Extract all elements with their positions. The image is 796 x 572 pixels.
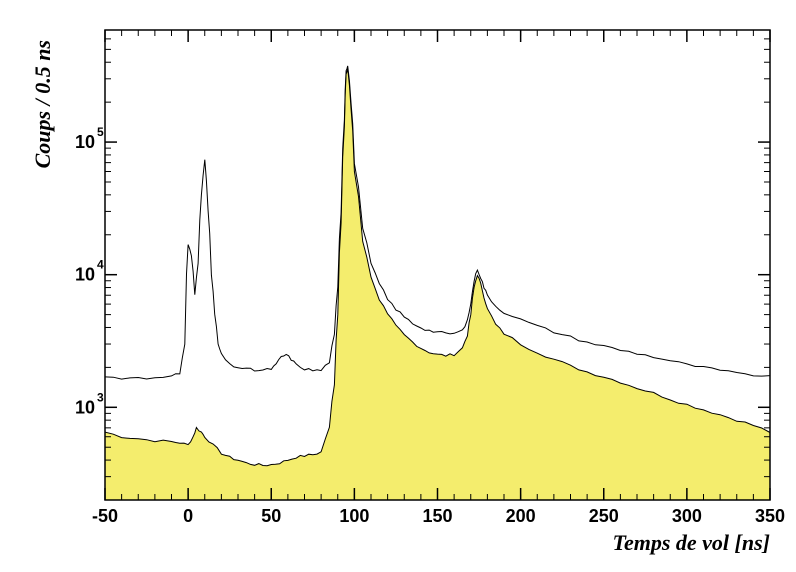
x-tick-label: 150 bbox=[422, 506, 452, 526]
x-tick-label: 50 bbox=[261, 506, 281, 526]
y-tick-exponent: 5 bbox=[97, 125, 104, 139]
x-tick-label: 300 bbox=[672, 506, 702, 526]
x-tick-label: 200 bbox=[506, 506, 536, 526]
x-tick-label: -50 bbox=[92, 506, 118, 526]
y-tick-exponent: 3 bbox=[97, 390, 104, 404]
y-tick-label: 10 bbox=[75, 397, 95, 417]
tof-spectrum-chart: -50050100150200250300350103104105Temps d… bbox=[0, 0, 796, 572]
x-tick-label: 350 bbox=[755, 506, 785, 526]
y-tick-exponent: 4 bbox=[97, 258, 104, 272]
y-tick-label: 10 bbox=[75, 132, 95, 152]
x-tick-label: 0 bbox=[183, 506, 193, 526]
y-tick-label: 10 bbox=[75, 265, 95, 285]
x-tick-label: 100 bbox=[339, 506, 369, 526]
y-axis-label: Coups / 0.5 ns bbox=[30, 40, 55, 168]
chart-container: -50050100150200250300350103104105Temps d… bbox=[0, 0, 796, 572]
x-axis-label: Temps de vol [ns] bbox=[613, 530, 770, 555]
x-tick-label: 250 bbox=[589, 506, 619, 526]
